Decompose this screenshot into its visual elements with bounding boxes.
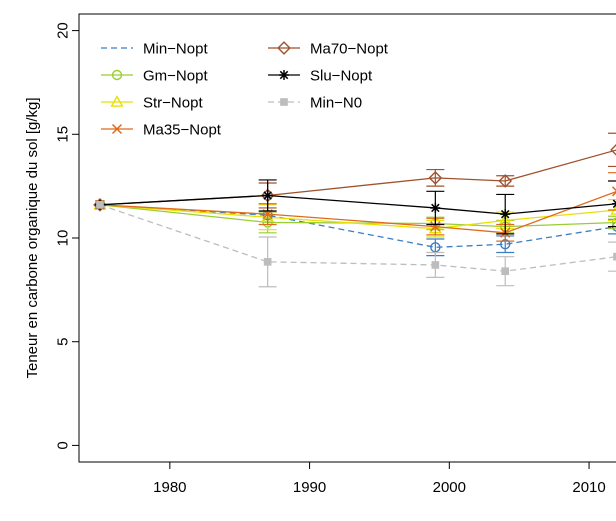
error-bar [608,132,616,168]
legend-label: Slu−Nopt [310,67,373,84]
data-point [110,95,124,107]
error-bar [608,199,616,221]
y-tick-label: 5 [54,338,71,346]
x-tick-label: 2010 [572,479,605,496]
series-layer [93,132,616,288]
y-tick-label: 15 [54,126,71,143]
legend-item: Ma70−Nopt [268,40,389,57]
legend-label: Gm−Nopt [143,67,208,84]
data-point [96,200,104,209]
data-point [111,123,123,135]
error-bar [608,215,616,230]
legend-item: Ma35−Nopt [101,121,222,138]
series [93,198,616,238]
data-point [610,144,616,156]
series [94,172,616,242]
x-tick-label: 2000 [433,479,466,496]
x-tick-label: 1980 [153,479,186,496]
data-point [430,221,441,232]
y-tick-label: 20 [54,22,71,39]
data-point [428,171,443,185]
series-line [99,149,616,206]
series-line [99,191,616,234]
data-point [262,190,273,201]
error-bar [608,218,616,235]
series [93,132,616,212]
data-point [498,174,513,188]
series-line [99,204,616,248]
y-axis: 0 5 10 15 20 [54,22,79,450]
data-point [501,267,510,276]
series [96,200,616,288]
legend-label: Str−Nopt [143,94,203,111]
y-tick-label: 0 [54,441,71,449]
legend-item: Slu−Nopt [268,67,373,84]
legend-item: Min−N0 [268,94,362,111]
y-axis-title: Teneur en carbone organique du sol [g/kg… [24,97,41,378]
series-line [99,204,616,272]
data-point [613,252,616,261]
data-point [612,199,616,209]
series [94,199,616,234]
x-axis: 1980 1990 2000 2010 [153,462,606,496]
data-point [279,70,289,80]
data-point [277,41,291,55]
error-bar [608,172,616,211]
legend-label: Ma35−Nopt [143,121,222,138]
error-bar [608,241,616,272]
legend-item: Min−Nopt [101,40,208,57]
data-point [611,186,616,197]
error-bar [608,180,616,228]
data-point [500,209,511,220]
legend-item: Gm−Nopt [101,67,208,84]
data-point [263,258,272,266]
series-line [99,194,616,215]
legend-label: Min−Nopt [143,40,208,57]
legend-item: Str−Nopt [101,94,203,111]
legend: Min−Nopt Gm−Nopt Str−Nopt Ma35−Nopt Ma70−Nop… [101,40,389,138]
x-tick-label: 1990 [293,479,326,496]
legend-label: Min−N0 [310,94,362,111]
data-point [111,69,123,81]
data-point [93,197,107,212]
data-point [611,217,616,228]
data-point [430,202,441,213]
data-point [431,261,440,269]
data-point [280,98,288,106]
y-tick-label: 10 [54,230,71,247]
legend-label: Ma70−Nopt [310,40,389,57]
data-point [430,242,441,253]
data-point [610,204,616,215]
